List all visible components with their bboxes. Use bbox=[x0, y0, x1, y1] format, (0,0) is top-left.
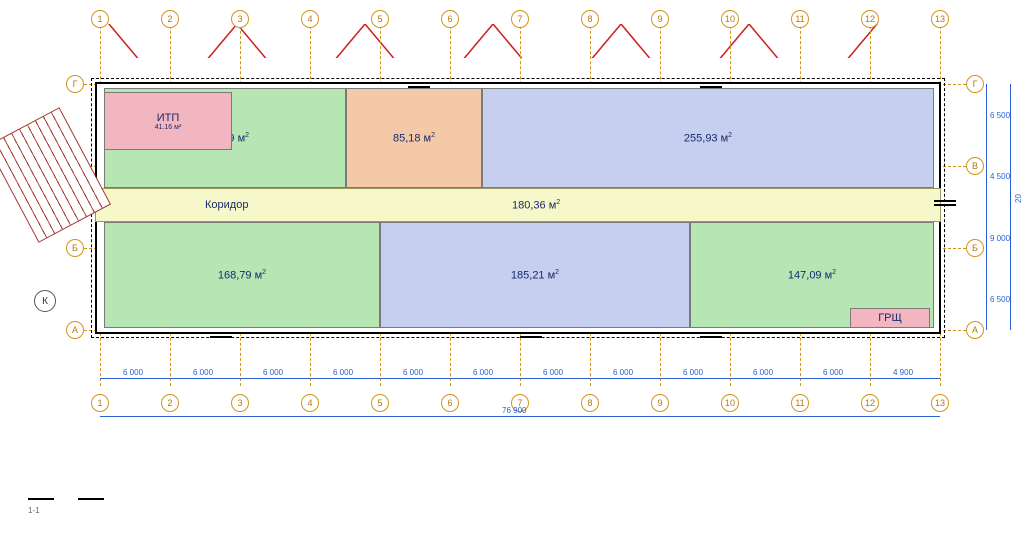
room-r2: 85,18 м2 bbox=[346, 88, 482, 188]
room-label: ИТП bbox=[157, 112, 180, 124]
door-4 bbox=[700, 82, 722, 88]
grid-bubble-bot-6: 6 bbox=[441, 394, 459, 412]
dim-bottom-9: 6 000 bbox=[753, 368, 773, 377]
grid-bubble-r-В: В bbox=[966, 157, 984, 175]
dim-bottom-total: 76 900 bbox=[502, 406, 526, 415]
room-area: 255,93 м2 bbox=[684, 132, 732, 145]
room-label: ГРЩ bbox=[878, 312, 902, 324]
dim-bottom-line2 bbox=[100, 378, 940, 379]
room-sub: 41.16 м² bbox=[155, 124, 182, 131]
dim-right-0: 6 500 bbox=[990, 111, 1010, 120]
grid-bubble-top-3: 3 bbox=[231, 10, 249, 28]
dim-right-outer bbox=[1010, 84, 1011, 330]
roof-edge bbox=[748, 24, 779, 58]
dim-bottom-6: 6 000 bbox=[543, 368, 563, 377]
dim-bottom-10: 6 000 bbox=[823, 368, 843, 377]
grid-bubble-top-13: 13 bbox=[931, 10, 949, 28]
grid-bubble-bot-2: 2 bbox=[161, 394, 179, 412]
roof-edge bbox=[620, 24, 651, 58]
roof-edge bbox=[463, 24, 494, 58]
dim-bottom-2: 6 000 bbox=[263, 368, 283, 377]
dim-right-3: 6 500 bbox=[990, 295, 1010, 304]
roof-edge bbox=[335, 24, 366, 58]
grid-bubble-top-10: 10 bbox=[721, 10, 739, 28]
dim-bottom-8: 6 000 bbox=[683, 368, 703, 377]
door-0 bbox=[210, 332, 232, 338]
section-mark-2 bbox=[78, 498, 104, 500]
grid-bubble-top-6: 6 bbox=[441, 10, 459, 28]
grid-bubble-l-Г: Г bbox=[66, 75, 84, 93]
roof-edge bbox=[207, 24, 238, 58]
room-grsh: ГРЩ bbox=[850, 308, 930, 328]
grid-bubble-bot-9: 9 bbox=[651, 394, 669, 412]
corridor-area: 180,36 м2 bbox=[512, 199, 560, 212]
door-1 bbox=[520, 332, 542, 338]
grid-bubble-bot-5: 5 bbox=[371, 394, 389, 412]
grid-bubble-top-4: 4 bbox=[301, 10, 319, 28]
grid-bubble-bot-1: 1 bbox=[91, 394, 109, 412]
dim-bottom-1: 6 000 bbox=[193, 368, 213, 377]
roof-edge bbox=[492, 24, 523, 58]
room-itp: ИТП41.16 м² bbox=[104, 92, 232, 150]
door-5 bbox=[934, 200, 956, 206]
dim-right-1: 4 500 bbox=[990, 172, 1010, 181]
corridor-label: Коридор bbox=[205, 199, 248, 211]
grid-bubble-l-А: А bbox=[66, 321, 84, 339]
dim-right-2: 9 000 bbox=[990, 234, 1010, 243]
door-2 bbox=[700, 332, 722, 338]
grid-bubble-bot-10: 10 bbox=[721, 394, 739, 412]
grid-bubble-bot-11: 11 bbox=[791, 394, 809, 412]
floorplan: 116 000226 000336 000446 000556 000666 0… bbox=[0, 0, 1024, 547]
room-r5: 185,21 м2 bbox=[380, 222, 690, 328]
grid-bubble-top-2: 2 bbox=[161, 10, 179, 28]
roof-edge bbox=[719, 24, 750, 58]
grid-bubble-l-Б: Б bbox=[66, 239, 84, 257]
dim-bottom-4: 6 000 bbox=[403, 368, 423, 377]
grid-bubble-top-12: 12 bbox=[861, 10, 879, 28]
grid-bubble-r-Б: Б bbox=[966, 239, 984, 257]
room-area: 147,09 м2 bbox=[788, 269, 836, 282]
grid-bubble-bot-12: 12 bbox=[861, 394, 879, 412]
grid-bubble-top-1: 1 bbox=[91, 10, 109, 28]
section-mark-1 bbox=[28, 498, 54, 500]
grid-bubble-r-Г: Г bbox=[966, 75, 984, 93]
grid-bubble-top-9: 9 bbox=[651, 10, 669, 28]
grid-bubble-bot-8: 8 bbox=[581, 394, 599, 412]
room-area: 168,79 м2 bbox=[218, 269, 266, 282]
dim-bottom-7: 6 000 bbox=[613, 368, 633, 377]
grid-bubble-top-11: 11 bbox=[791, 10, 809, 28]
dim-bottom-11: 4 900 bbox=[893, 368, 913, 377]
roof-edge bbox=[591, 24, 622, 58]
dim-bottom-0: 6 000 bbox=[123, 368, 143, 377]
grid-bubble-r-А: А bbox=[966, 321, 984, 339]
dim-bottom-line bbox=[100, 416, 940, 417]
door-3 bbox=[408, 82, 430, 88]
k-bubble: К bbox=[34, 290, 56, 312]
dim-right-total: 20 000 bbox=[1014, 190, 1024, 203]
room-area: 185,21 м2 bbox=[511, 269, 559, 282]
section-label-1: 1-1 bbox=[28, 506, 40, 515]
grid-bubble-top-8: 8 bbox=[581, 10, 599, 28]
roof-edge bbox=[847, 24, 878, 58]
grid-bubble-bot-13: 13 bbox=[931, 394, 949, 412]
grid-bubble-top-7: 7 bbox=[511, 10, 529, 28]
dim-right-line bbox=[986, 84, 987, 330]
dim-bottom-3: 6 000 bbox=[333, 368, 353, 377]
dim-bottom-5: 6 000 bbox=[473, 368, 493, 377]
room-r3: 255,93 м2 bbox=[482, 88, 934, 188]
grid-bubble-bot-3: 3 bbox=[231, 394, 249, 412]
room-r4: 168,79 м2 bbox=[104, 222, 380, 328]
room-area: 85,18 м2 bbox=[393, 132, 435, 145]
grid-bubble-top-5: 5 bbox=[371, 10, 389, 28]
grid-bubble-bot-4: 4 bbox=[301, 394, 319, 412]
roof-edge bbox=[108, 24, 139, 58]
